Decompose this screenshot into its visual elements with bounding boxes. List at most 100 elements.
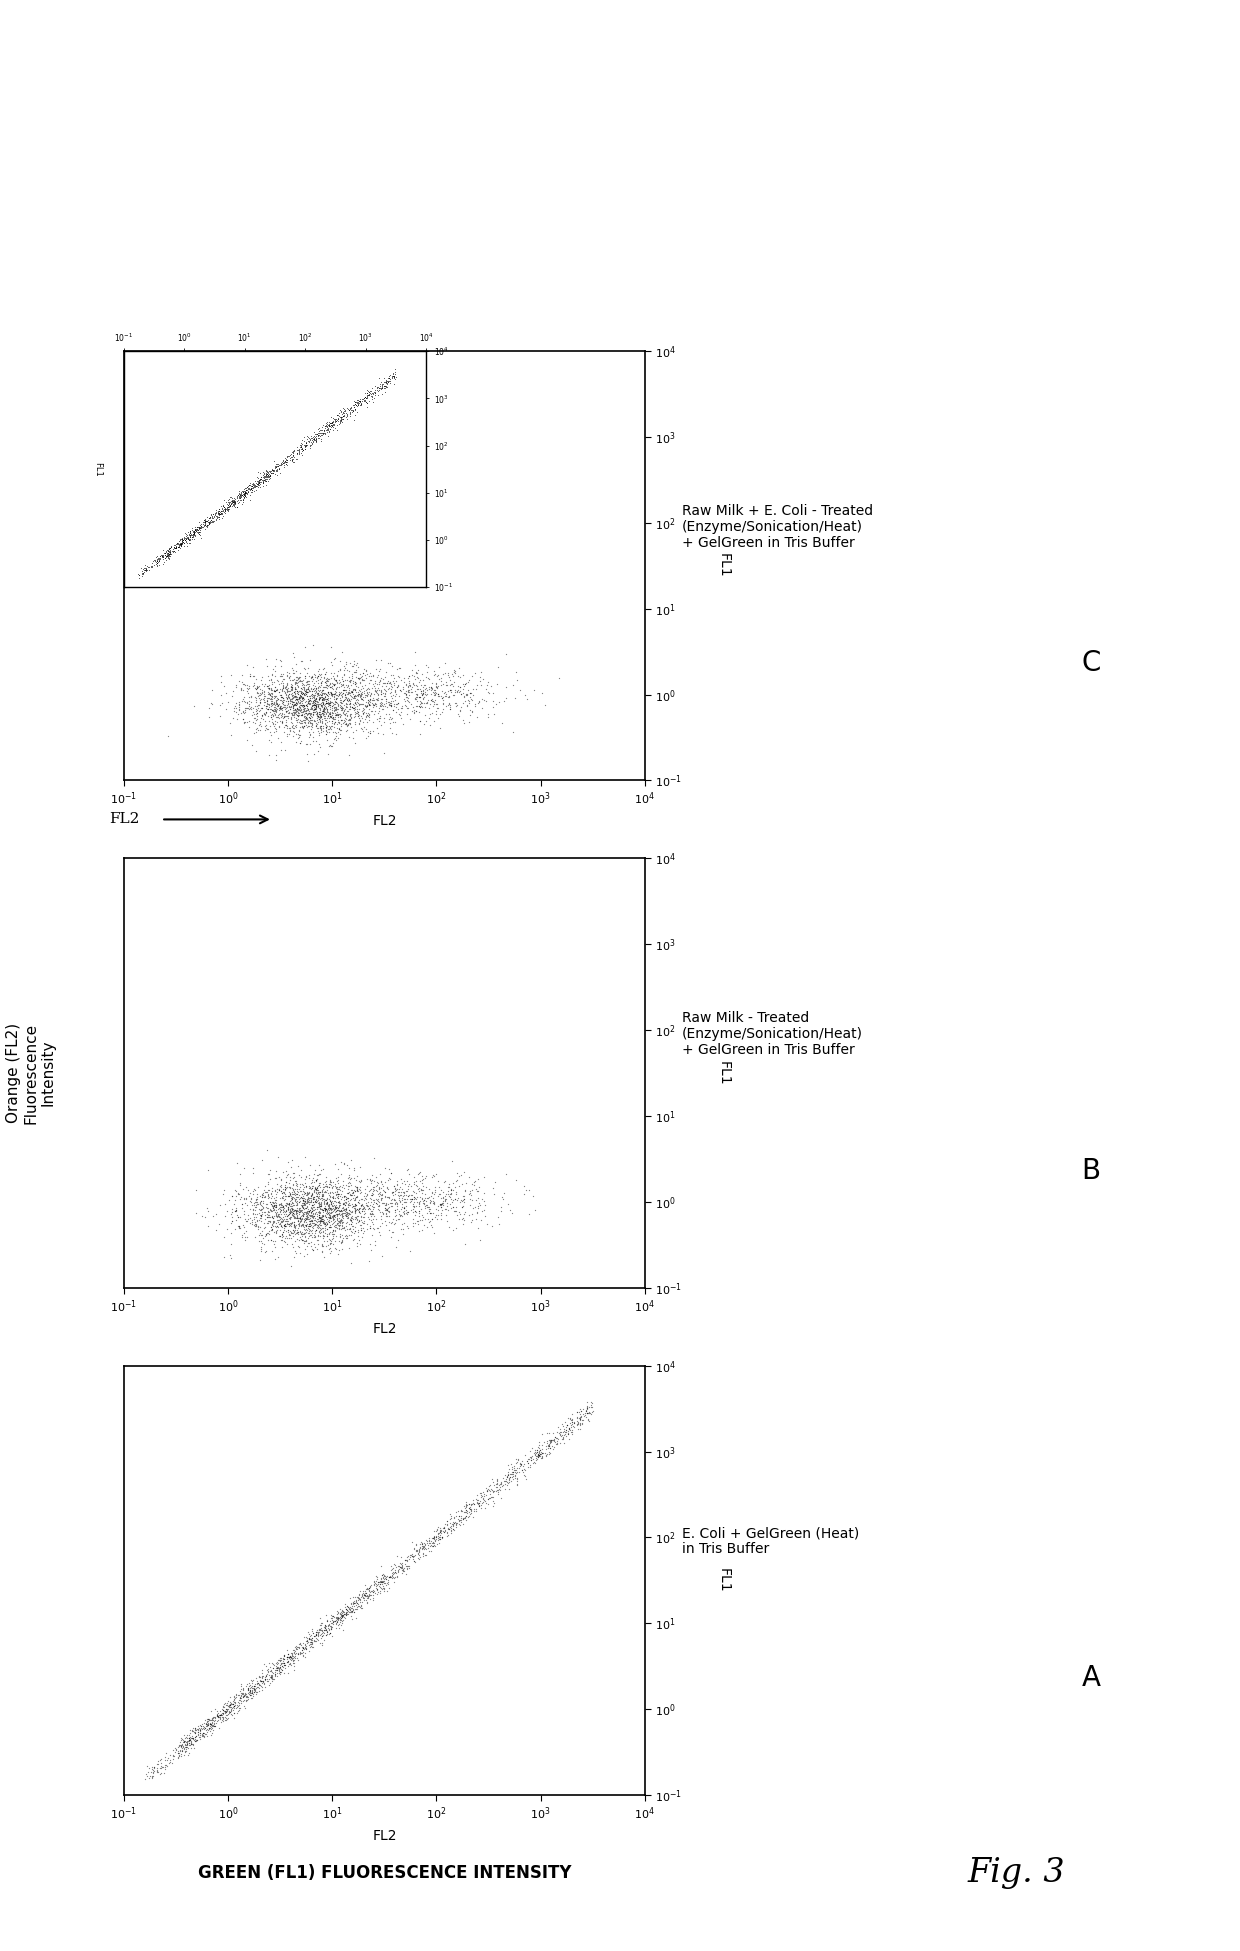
Point — [466, 1483, 486, 1514]
Point — [294, 675, 314, 706]
Point — [295, 1637, 315, 1668]
Point — [539, 1424, 559, 1455]
Point — [304, 667, 324, 698]
Point — [288, 695, 308, 726]
Point — [312, 675, 332, 706]
Point — [265, 675, 285, 706]
Point — [378, 1173, 398, 1204]
Point — [362, 1190, 382, 1221]
Point — [273, 1647, 293, 1678]
Point — [491, 1469, 511, 1500]
Point — [312, 687, 332, 718]
Point — [343, 702, 363, 734]
Point — [578, 1393, 598, 1424]
Point — [239, 671, 259, 702]
Point — [316, 1615, 336, 1647]
Point — [281, 673, 301, 704]
Point — [410, 1526, 430, 1557]
Point — [332, 1608, 352, 1639]
Point — [221, 1229, 241, 1260]
Point — [308, 661, 327, 693]
Point — [298, 1196, 317, 1227]
Point — [284, 1194, 304, 1225]
Point — [303, 1188, 322, 1219]
Point — [321, 648, 341, 679]
Point — [253, 698, 273, 730]
Point — [327, 1598, 347, 1629]
Point — [357, 1190, 377, 1221]
Point — [424, 1186, 444, 1217]
Point — [242, 1678, 262, 1709]
Point — [384, 1175, 404, 1206]
Point — [295, 679, 315, 710]
Point — [268, 702, 288, 734]
Point — [281, 1208, 301, 1239]
Point — [439, 1514, 459, 1545]
Point — [289, 1231, 309, 1262]
Point — [179, 1729, 198, 1760]
Point — [484, 687, 503, 718]
Point — [218, 1686, 238, 1717]
Point — [315, 1610, 335, 1641]
Point — [278, 1194, 298, 1225]
Point — [290, 1219, 310, 1251]
Point — [277, 661, 296, 693]
Point — [279, 1219, 299, 1251]
Point — [238, 1204, 258, 1235]
Point — [445, 1184, 465, 1215]
Point — [557, 1416, 577, 1448]
Point — [503, 1457, 523, 1489]
Point — [321, 1613, 341, 1645]
Point — [322, 650, 342, 681]
Point — [298, 1182, 317, 1214]
Point — [446, 1512, 466, 1543]
Point — [224, 1688, 244, 1719]
Point — [331, 1602, 351, 1633]
Point — [171, 1731, 191, 1762]
Point — [327, 1606, 347, 1637]
Point — [572, 1407, 591, 1438]
Point — [376, 1194, 396, 1225]
Point — [293, 712, 312, 743]
Point — [294, 663, 314, 695]
Point — [392, 1551, 412, 1582]
Point — [376, 1200, 396, 1231]
Point — [577, 1395, 596, 1426]
Point — [301, 700, 321, 732]
Point — [319, 665, 339, 697]
Point — [522, 1446, 542, 1477]
Point — [224, 1688, 244, 1719]
Point — [249, 683, 269, 714]
Point — [451, 1192, 471, 1223]
Point — [301, 661, 321, 693]
Point — [429, 1528, 449, 1559]
Point — [272, 1651, 291, 1682]
Point — [312, 706, 332, 737]
Point — [379, 1561, 399, 1592]
Point — [428, 659, 448, 691]
Point — [273, 1157, 293, 1188]
Point — [272, 646, 291, 677]
Point — [285, 681, 305, 712]
Point — [274, 1649, 294, 1680]
Point — [285, 1202, 305, 1233]
Point — [320, 1617, 340, 1649]
Point — [288, 693, 308, 724]
Point — [324, 708, 343, 739]
Point — [502, 1455, 522, 1487]
Point — [269, 667, 289, 698]
Point — [207, 1699, 227, 1731]
Point — [370, 702, 389, 734]
Point — [436, 1194, 456, 1225]
Point — [293, 1641, 312, 1672]
Point — [281, 698, 301, 730]
Point — [347, 1582, 367, 1613]
Point — [320, 1202, 340, 1233]
Point — [258, 689, 278, 720]
Point — [291, 665, 311, 697]
Point — [274, 657, 294, 689]
Point — [208, 1701, 228, 1732]
Point — [336, 1600, 356, 1631]
Point — [319, 1188, 339, 1219]
Point — [363, 689, 383, 720]
